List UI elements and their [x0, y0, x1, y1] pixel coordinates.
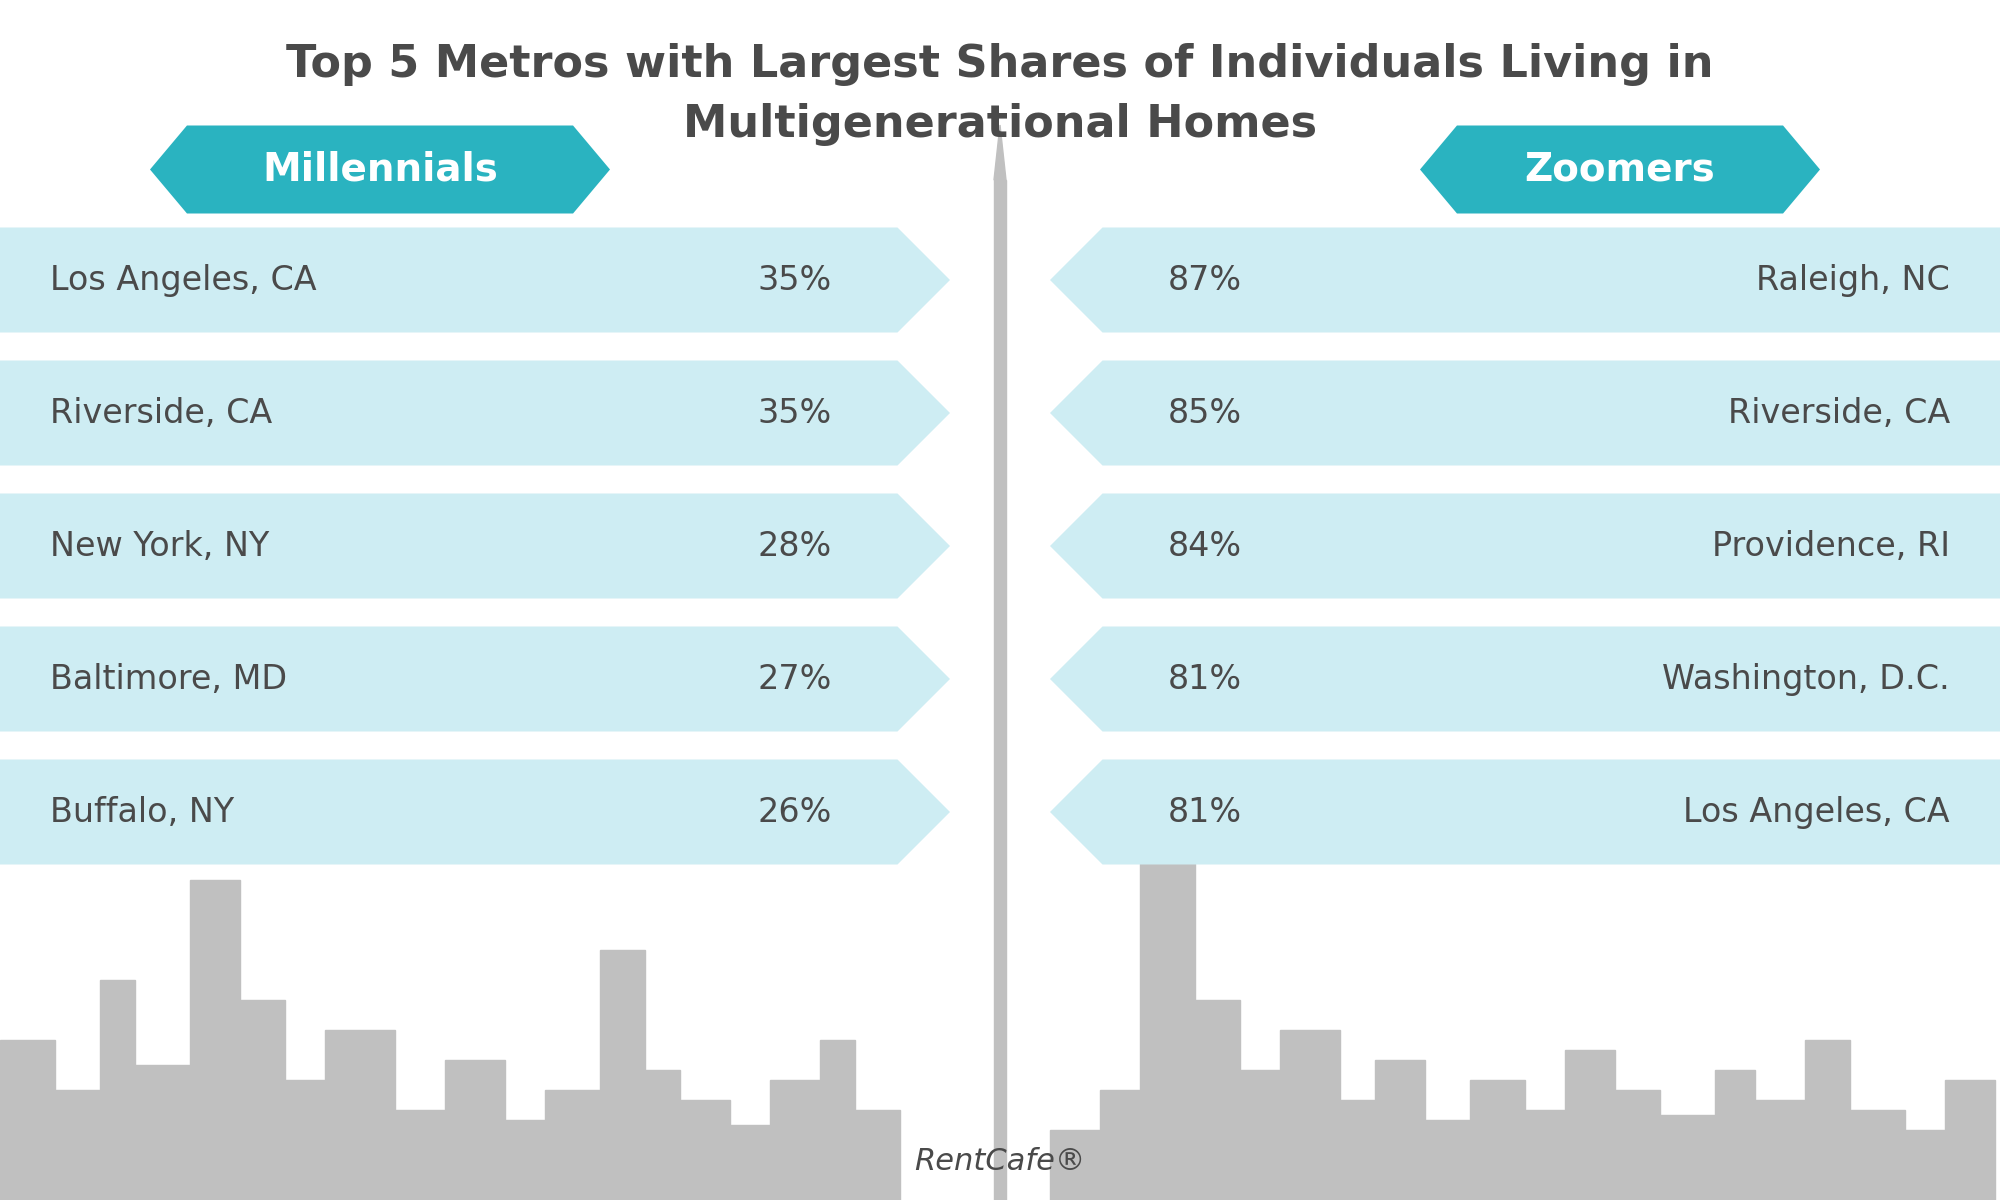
Bar	[1660, 1115, 1716, 1200]
Bar	[1526, 1110, 1564, 1200]
Bar	[1850, 1110, 1904, 1200]
Bar	[994, 180, 1006, 1200]
Bar	[820, 1040, 854, 1200]
Bar	[1756, 1100, 1804, 1200]
Bar	[190, 880, 240, 1200]
Text: Baltimore, MD: Baltimore, MD	[50, 662, 288, 696]
Text: RentCafe®: RentCafe®	[914, 1147, 1086, 1176]
Polygon shape	[1050, 228, 2000, 332]
Bar	[644, 1070, 680, 1200]
Polygon shape	[0, 493, 950, 599]
Text: 81%: 81%	[1168, 662, 1242, 696]
Text: Millennials: Millennials	[262, 150, 498, 188]
Bar	[1240, 1070, 1280, 1200]
Text: Los Angeles, CA: Los Angeles, CA	[50, 264, 316, 296]
Text: Raleigh, NC: Raleigh, NC	[1756, 264, 1950, 296]
Bar	[1340, 1100, 1376, 1200]
Text: 85%: 85%	[1168, 396, 1242, 430]
Bar	[444, 1060, 504, 1200]
Polygon shape	[0, 626, 950, 732]
Bar	[1140, 850, 1196, 1200]
Text: Multigenerational Homes: Multigenerational Homes	[682, 103, 1318, 146]
Polygon shape	[0, 760, 950, 864]
Bar	[136, 1066, 190, 1200]
Bar	[0, 1040, 56, 1200]
Bar	[504, 1120, 544, 1200]
Bar	[1714, 1070, 1754, 1200]
Text: 27%: 27%	[758, 662, 832, 696]
Polygon shape	[1050, 493, 2000, 599]
Text: Buffalo, NY: Buffalo, NY	[50, 796, 234, 828]
Polygon shape	[0, 228, 950, 332]
Bar	[856, 1110, 900, 1200]
Bar	[730, 1126, 770, 1200]
Bar	[1424, 1120, 1470, 1200]
Text: 26%: 26%	[758, 796, 832, 828]
Text: 35%: 35%	[758, 264, 832, 296]
Bar	[1280, 1030, 1340, 1200]
Bar	[1376, 1060, 1424, 1200]
Bar	[56, 1090, 100, 1200]
Polygon shape	[1420, 126, 1820, 214]
Bar	[600, 950, 644, 1200]
Text: Providence, RI: Providence, RI	[1712, 529, 1950, 563]
Bar	[544, 1090, 600, 1200]
Polygon shape	[1050, 626, 2000, 732]
Text: 28%: 28%	[758, 529, 832, 563]
Bar	[1564, 1050, 1614, 1200]
Text: Riverside, CA: Riverside, CA	[1728, 396, 1950, 430]
Bar	[100, 980, 136, 1200]
Text: 84%: 84%	[1168, 529, 1242, 563]
Text: Riverside, CA: Riverside, CA	[50, 396, 272, 430]
Text: Los Angeles, CA: Los Angeles, CA	[1684, 796, 1950, 828]
Text: 81%: 81%	[1168, 796, 1242, 828]
Bar	[1944, 1080, 1996, 1200]
Bar	[1804, 1040, 1850, 1200]
Bar	[1470, 1080, 1526, 1200]
Text: Washington, D.C.: Washington, D.C.	[1662, 662, 1950, 696]
Bar	[324, 1030, 396, 1200]
Bar	[1196, 1000, 1240, 1200]
Bar	[240, 1000, 286, 1200]
Bar	[396, 1110, 444, 1200]
Bar	[680, 1100, 730, 1200]
Polygon shape	[994, 125, 1006, 180]
Bar	[286, 1080, 324, 1200]
Bar	[770, 1080, 820, 1200]
Text: Top 5 Metros with Largest Shares of Individuals Living in: Top 5 Metros with Largest Shares of Indi…	[286, 43, 1714, 86]
Polygon shape	[0, 360, 950, 466]
Text: 35%: 35%	[758, 396, 832, 430]
Polygon shape	[150, 126, 610, 214]
Bar	[1614, 1090, 1660, 1200]
Text: New York, NY: New York, NY	[50, 529, 270, 563]
Text: 87%: 87%	[1168, 264, 1242, 296]
Bar	[1050, 1130, 1100, 1200]
Polygon shape	[1050, 360, 2000, 466]
Bar	[1100, 1090, 1140, 1200]
Bar	[1904, 1130, 1944, 1200]
Polygon shape	[1050, 760, 2000, 864]
Text: Zoomers: Zoomers	[1524, 150, 1716, 188]
